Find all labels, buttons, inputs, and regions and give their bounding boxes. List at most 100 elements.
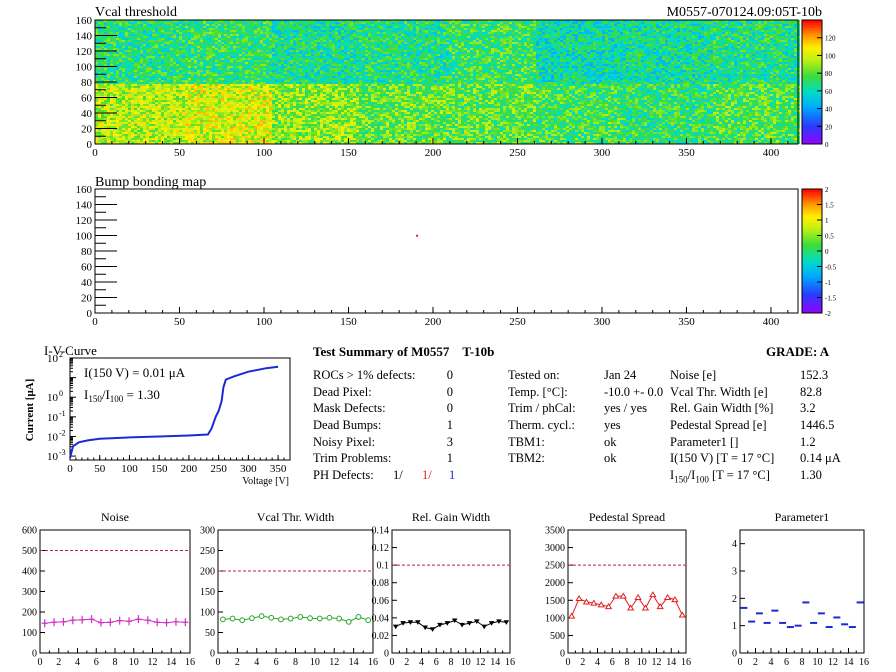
heat-cell <box>224 20 227 22</box>
heat-cell <box>125 62 128 64</box>
heat-cell <box>263 34 266 36</box>
heat-cell <box>209 40 212 42</box>
heat-cell <box>434 56 437 58</box>
heat-cell <box>215 24 218 26</box>
heat-cell <box>179 42 182 44</box>
heat-cell <box>404 24 407 26</box>
heat-cell <box>563 24 566 26</box>
heat-cell <box>245 62 248 64</box>
heat-cell <box>677 58 680 60</box>
heat-cell <box>257 30 260 32</box>
heat-cell <box>221 40 224 42</box>
heat-cell <box>722 48 725 50</box>
heat-cell <box>551 44 554 46</box>
heat-cell <box>326 58 329 60</box>
heat-cell <box>596 36 599 38</box>
heat-cell <box>401 46 404 48</box>
heat-cell <box>593 32 596 34</box>
heat-cell <box>788 40 791 42</box>
heat-cell <box>170 28 173 30</box>
heat-cell <box>719 58 722 60</box>
heat-cell <box>239 26 242 28</box>
heat-cell <box>182 20 185 22</box>
heat-cell <box>449 24 452 26</box>
heat-cell <box>452 44 455 46</box>
heat-cell <box>716 22 719 24</box>
heat-cell <box>575 40 578 42</box>
heat-cell <box>413 56 416 58</box>
heat-cell <box>404 44 407 46</box>
heat-cell <box>701 30 704 32</box>
heat-cell <box>584 56 587 58</box>
heat-cell <box>545 56 548 58</box>
heat-cell <box>335 20 338 22</box>
heat-cell <box>638 28 641 30</box>
heat-cell <box>185 32 188 34</box>
heat-cell <box>476 46 479 48</box>
heat-cell <box>470 50 473 52</box>
heat-cell <box>221 30 224 32</box>
heat-cell <box>536 58 539 60</box>
heat-cell <box>410 40 413 42</box>
heat-cell <box>413 20 416 22</box>
heat-cell <box>761 28 764 30</box>
heat-cell <box>602 34 605 36</box>
heat-cell <box>641 46 644 48</box>
heat-cell <box>224 24 227 26</box>
heat-cell <box>416 54 419 56</box>
heat-cell <box>212 26 215 28</box>
heat-cell <box>524 50 527 52</box>
heat-cell <box>710 52 713 54</box>
heat-cell <box>512 46 515 48</box>
heat-cell <box>209 38 212 40</box>
heat-cell <box>623 42 626 44</box>
heat-cell <box>785 32 788 34</box>
heat-cell <box>236 56 239 58</box>
heat-cell <box>791 22 794 24</box>
heat-cell <box>458 54 461 56</box>
heat-cell <box>653 36 656 38</box>
heat-cell <box>275 56 278 58</box>
heat-cell <box>179 58 182 60</box>
heat-cell <box>170 60 173 62</box>
heat-cell <box>638 54 641 56</box>
heat-cell <box>740 56 743 58</box>
heat-cell <box>677 60 680 62</box>
heat-cell <box>236 60 239 62</box>
heat-cell <box>107 30 110 32</box>
heat-cell <box>182 34 185 36</box>
heat-cell <box>629 28 632 30</box>
heat-cell <box>779 36 782 38</box>
heat-cell <box>665 22 668 24</box>
heat-cell <box>518 42 521 44</box>
heat-cell <box>107 56 110 58</box>
heat-cell <box>677 44 680 46</box>
heat-cell <box>707 38 710 40</box>
heat-cell <box>617 56 620 58</box>
heat-cell <box>707 58 710 60</box>
heat-cell <box>224 58 227 60</box>
heat-cell <box>380 24 383 26</box>
heat-cell <box>425 40 428 42</box>
heat-cell <box>203 52 206 54</box>
heat-cell <box>398 58 401 60</box>
heat-cell <box>308 50 311 52</box>
heat-cell <box>653 26 656 28</box>
heat-cell <box>494 20 497 22</box>
heat-cell <box>752 36 755 38</box>
heat-cell <box>224 52 227 54</box>
heat-cell <box>395 24 398 26</box>
heat-cell <box>158 48 161 50</box>
heat-cell <box>668 50 671 52</box>
heat-cell <box>536 60 539 62</box>
heat-cell <box>674 46 677 48</box>
heat-cell <box>557 60 560 62</box>
heat-cell <box>755 26 758 28</box>
heat-cell <box>146 28 149 30</box>
heat-cell <box>224 36 227 38</box>
heat-cell <box>674 30 677 32</box>
heat-cell <box>644 40 647 42</box>
heat-cell <box>653 56 656 58</box>
heat-cell <box>212 32 215 34</box>
heat-cell <box>272 24 275 26</box>
